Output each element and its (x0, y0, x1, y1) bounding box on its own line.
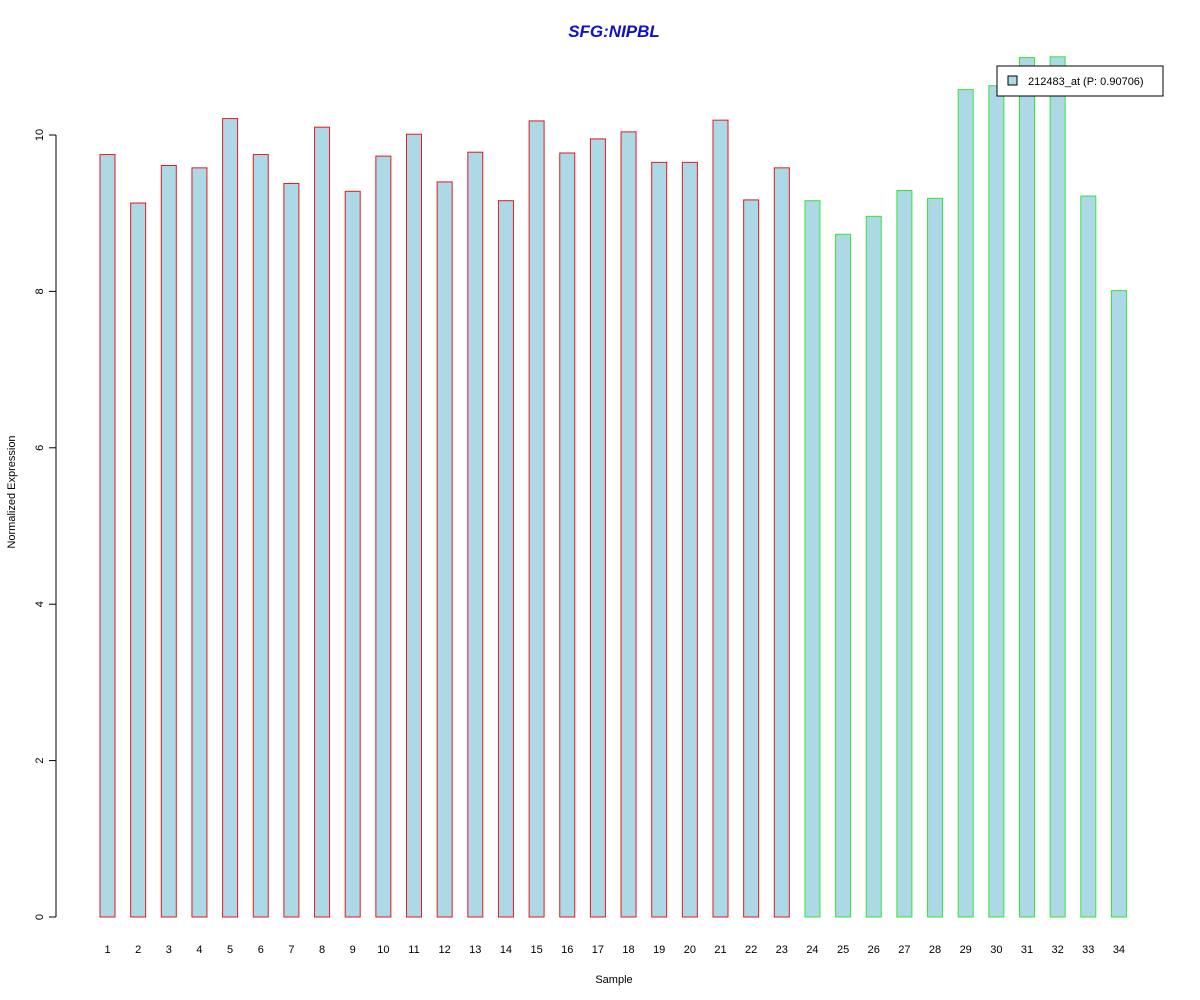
legend-label: 212483_at (P: 0.90706) (1028, 76, 1144, 88)
x-tick-label: 7 (288, 944, 294, 956)
bar-sample-23 (773, 167, 790, 918)
y-tick-label: 10 (34, 129, 46, 141)
bar-sample-2 (130, 202, 147, 918)
bar-sample-13 (467, 151, 484, 918)
bar-sample-16 (559, 152, 576, 918)
bar-sample-18 (620, 131, 637, 918)
bar-sample-22 (743, 199, 760, 918)
bar-sample-26 (865, 215, 882, 918)
chart-title: SFG:NIPBL (568, 22, 660, 41)
legend-swatch (1007, 75, 1018, 86)
bar-sample-7 (283, 182, 300, 918)
bar-sample-6 (252, 154, 269, 918)
y-tick-label: 0 (34, 914, 46, 920)
bar-sample-31 (1019, 57, 1035, 918)
x-tick-label: 34 (1113, 944, 1125, 956)
bar-sample-21 (712, 119, 729, 918)
bar-sample-19 (651, 161, 668, 918)
bar-sample-20 (681, 161, 698, 918)
x-tick-label: 29 (960, 944, 972, 956)
x-tick-label: 14 (500, 944, 512, 956)
bar-sample-14 (497, 200, 514, 918)
x-tick-label: 22 (745, 944, 757, 956)
x-tick-label: 1 (104, 944, 110, 956)
bar-sample-5 (222, 118, 239, 918)
bar-sample-25 (835, 233, 852, 918)
y-axis-label: Normalized Expression (6, 435, 18, 548)
bar-sample-29 (957, 89, 974, 918)
bar-sample-12 (436, 181, 453, 918)
x-tick-label: 19 (653, 944, 665, 956)
x-tick-label: 12 (439, 944, 451, 956)
x-tick-label: 28 (929, 944, 941, 956)
x-tick-label: 6 (258, 944, 264, 956)
bar-sample-33 (1080, 195, 1097, 918)
x-tick-label: 3 (166, 944, 172, 956)
x-tick-label: 23 (776, 944, 788, 956)
bar-sample-30 (988, 85, 1005, 918)
x-tick-label: 15 (530, 944, 542, 956)
x-tick-label: 4 (196, 944, 202, 956)
bar-sample-11 (406, 133, 422, 918)
x-tick-label: 31 (1021, 944, 1033, 956)
bar-sample-24 (804, 200, 821, 918)
x-tick-label: 26 (868, 944, 880, 956)
bar-sample-9 (344, 190, 361, 918)
bar-sample-1 (99, 154, 116, 918)
x-tick-label: 25 (837, 944, 849, 956)
x-tick-label: 32 (1052, 944, 1064, 956)
x-tick-label: 18 (622, 944, 634, 956)
y-tick-label: 8 (34, 288, 46, 294)
x-tick-label: 17 (592, 944, 604, 956)
x-axis-label: Sample (595, 974, 632, 986)
y-tick-label: 6 (34, 445, 46, 451)
bar-sample-34 (1110, 290, 1127, 918)
legend-box (996, 65, 1164, 97)
bar-sample-17 (589, 138, 606, 918)
x-tick-label: 11 (408, 944, 419, 956)
bar-sample-15 (528, 120, 545, 918)
y-tick-label: 4 (34, 601, 46, 607)
y-axis: 0 2 4 6 8 10 (34, 129, 57, 920)
x-tick-label: 30 (990, 944, 1002, 956)
x-tick-label: 16 (561, 944, 573, 956)
x-tick-label: 2 (135, 944, 141, 956)
bar-sample-10 (375, 155, 392, 918)
bar-sample-27 (896, 190, 913, 918)
x-tick-label: 21 (714, 944, 726, 956)
x-tick-label: 24 (806, 944, 818, 956)
bar-sample-3 (160, 165, 177, 918)
bar-sample-32 (1049, 56, 1066, 918)
x-tick-labels: 1 2 3 4 5 6 7 8 9 10 11 12 13 14 15 16 17 18 19 20 21 22 23 24 2… (104, 944, 1125, 956)
x-tick-label: 13 (469, 944, 481, 956)
x-tick-label: 5 (227, 944, 233, 956)
bar-sample-4 (191, 167, 208, 918)
bars-group (99, 56, 1127, 918)
x-tick-label: 9 (350, 944, 356, 956)
bar-sample-28 (927, 197, 944, 918)
x-tick-label: 10 (377, 944, 389, 956)
y-tick-label: 2 (34, 758, 46, 764)
legend: 212483_at (P: 0.90706) (996, 65, 1164, 97)
x-tick-label: 8 (319, 944, 325, 956)
x-tick-label: 20 (684, 944, 696, 956)
bar-sample-8 (314, 126, 331, 918)
x-tick-label: 27 (898, 944, 910, 956)
x-tick-label: 33 (1082, 944, 1094, 956)
